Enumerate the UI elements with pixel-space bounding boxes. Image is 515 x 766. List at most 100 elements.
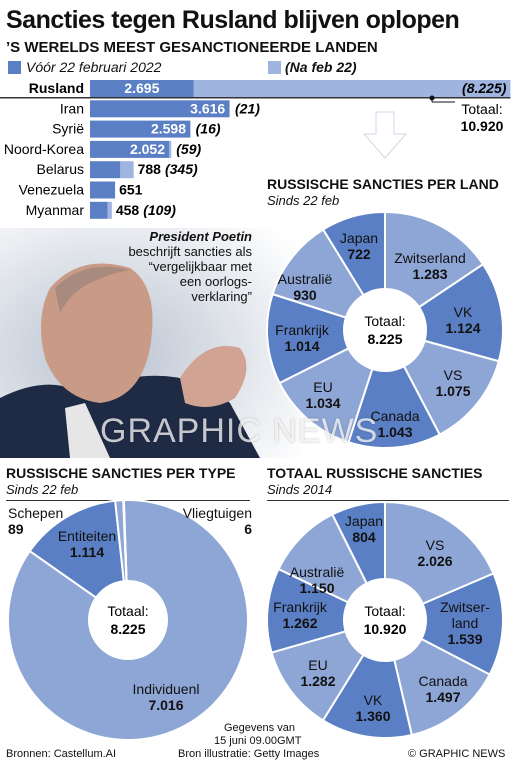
bar-value-after-iran: (21) [235, 100, 260, 116]
bar-after-myanmar [107, 201, 112, 219]
bar-value-before-myanmar: 458 [116, 202, 140, 218]
pie-type-center-label: Totaal: [107, 603, 148, 619]
pie-total-slice-frankrijk [266, 567, 388, 654]
pie-country-center-label: Totaal: [364, 313, 405, 329]
total-title: TOTAAL RUSSISCHE SANCTIES [267, 465, 483, 481]
per-type-title: RUSSISCHE SANCTIES PER TYPE [6, 465, 236, 481]
footer-sources: Bronnen: Castellum.AI [6, 748, 117, 760]
pie-country-value-canada: 1.043 [377, 424, 412, 440]
footer-copyright: © GRAPHIC NEWS [408, 748, 506, 760]
pie-per-country: Totaal:8.225Zwitserland1.283VK1.124VS1.0… [266, 210, 504, 449]
pie-total-value-japan: 804 [352, 529, 376, 545]
bar-before-rusland [90, 80, 194, 97]
bar-value-before-belarus: 788 [138, 161, 162, 177]
pie-country-value-frankrijk: 1.014 [284, 338, 319, 354]
bar-value-after-syrie: (16) [196, 121, 221, 137]
quote-name: President Poetin [149, 229, 252, 244]
footer-date-line2: 15 juni 09.00GMT [214, 735, 302, 747]
main-subtitle: ’S WERELDS MEEST GESANCTIONEERDE LANDEN [6, 39, 378, 56]
pie-type-center-hole [88, 580, 168, 660]
pie-total-value-vs: 2.026 [417, 553, 452, 569]
pie-total-center-label: Totaal: [364, 603, 405, 619]
bar-after-iran [229, 100, 231, 118]
legend-swatch-before [8, 61, 21, 74]
pie-country-slice-canada [347, 327, 442, 449]
pie-country-label-frankrijk: Frankrijk [275, 322, 330, 338]
pie-total-label-vs: VS [426, 537, 445, 553]
bar-category-myanmar: Myanmar [26, 202, 85, 218]
total-connector-dot [429, 95, 435, 101]
bar-before-iran [90, 100, 230, 118]
bar-value-after-rusland: (8.225) [462, 80, 507, 96]
pie-total-label-frankrijk: Frankrijk [273, 599, 328, 615]
bar-after-rusland [193, 80, 511, 97]
per-country-title: RUSSISCHE SANCTIES PER LAND [267, 176, 499, 192]
bar-before-belarus [90, 161, 121, 179]
bar-after-noord-korea [169, 140, 172, 158]
pie-type-label-individuenl: Individuenl [133, 681, 200, 697]
bar-before-myanmar [90, 201, 108, 219]
pie-total-label-australie: Australië [290, 564, 345, 580]
pie-total-value-vk: 1.360 [355, 708, 390, 724]
pie-total-label-japan: Japan [345, 513, 383, 529]
bar-value-myanmar: 458 (109) [116, 202, 176, 218]
pie-country-center-hole [343, 288, 427, 372]
bar-value-after-myanmar: (109) [143, 202, 176, 218]
legend-label-before: Vóór 22 februari 2022 [26, 59, 162, 75]
pie-type-value-entiteiten: 1.114 [70, 544, 104, 560]
pie-type-value-individuenl: 7.016 [148, 697, 183, 713]
quote-text: beschrijft sancties als “vergelijkbaar m… [128, 244, 252, 304]
pie-country-label-australie: Australië [278, 271, 333, 287]
pie-country-value-eu: 1.034 [305, 395, 340, 411]
bar-chart: Rusland 2.695 (8.225) Iran 3.616 (21) Syrië 2.5… [0, 80, 511, 219]
bar-underline-rusland [0, 97, 511, 99]
pie-type-value-schepen: 89 [8, 521, 24, 537]
bar-value-before-syrie: 2.598 [151, 121, 186, 137]
bar-value-before-iran: 3.616 [190, 100, 225, 116]
bar-after-syrie [190, 120, 191, 138]
watermark: GRAPHIC NEWS [100, 412, 379, 450]
pie-country-label-eu: EU [313, 379, 332, 395]
pie-country-label-vs: VS [444, 367, 463, 383]
pie-total-label-vk: VK [364, 692, 383, 708]
main-title: Sancties tegen Rusland blijven oplopen [6, 6, 460, 34]
per-country-subtitle: Sinds 22 feb [267, 193, 340, 208]
pie-country-value-vk: 1.124 [445, 320, 480, 336]
bar-category-rusland: Rusland [29, 80, 84, 96]
bar-before-syrie [90, 120, 191, 138]
bar-before-noord-korea [90, 140, 170, 158]
bar-category-syrie: Syrië [52, 121, 84, 137]
bar-category-belarus: Belarus [37, 161, 84, 177]
total-russia-label: Totaal: [461, 101, 502, 117]
total-subtitle: Sinds 2014 [267, 482, 333, 497]
bar-value-venezuela: 651 [119, 182, 143, 198]
bar-category-noord-korea: Noord-Korea [4, 141, 84, 157]
pie-country-label-japan: Japan [340, 230, 378, 246]
pie-total-slice-zwitser-land [382, 572, 504, 676]
pie-country-value-japan: 722 [347, 246, 371, 262]
pie-total-value-australie: 1.150 [299, 580, 334, 596]
bar-before-venezuela [90, 181, 116, 199]
bar-category-venezuela: Venezuela [19, 182, 85, 198]
legend-swatch-after [268, 61, 281, 74]
down-arrow-outline-icon [362, 111, 408, 159]
footer-photo-credit: Bron illustratie: Getty Images [178, 748, 320, 760]
bar-after-belarus [120, 161, 134, 179]
pie-country-value-zwitserland: 1.283 [412, 266, 447, 282]
quote-box: President Poetin beschrijft sancties als… [128, 229, 252, 304]
pie-country-value-australie: 930 [293, 287, 317, 303]
pie-country-label-canada: Canada [370, 408, 419, 424]
pie-country-label-vk: VK [454, 304, 473, 320]
pie-total-value-zwitser-land: 1.539 [447, 631, 482, 647]
pie-total-label-zwitser-land-cont: land [452, 615, 478, 631]
footer-date-line1: Gegevens van [224, 722, 295, 734]
pie-total-value-frankrijk: 1.262 [282, 615, 317, 631]
pie-total-value-eu: 1.282 [300, 673, 335, 689]
divider-right [267, 500, 509, 501]
pie-total-label-eu: EU [308, 657, 327, 673]
bar-value-after-noord-korea: (59) [176, 141, 201, 157]
bar-value-belarus: 788 (345) [138, 161, 198, 177]
pie-total-value-canada: 1.497 [425, 689, 460, 705]
